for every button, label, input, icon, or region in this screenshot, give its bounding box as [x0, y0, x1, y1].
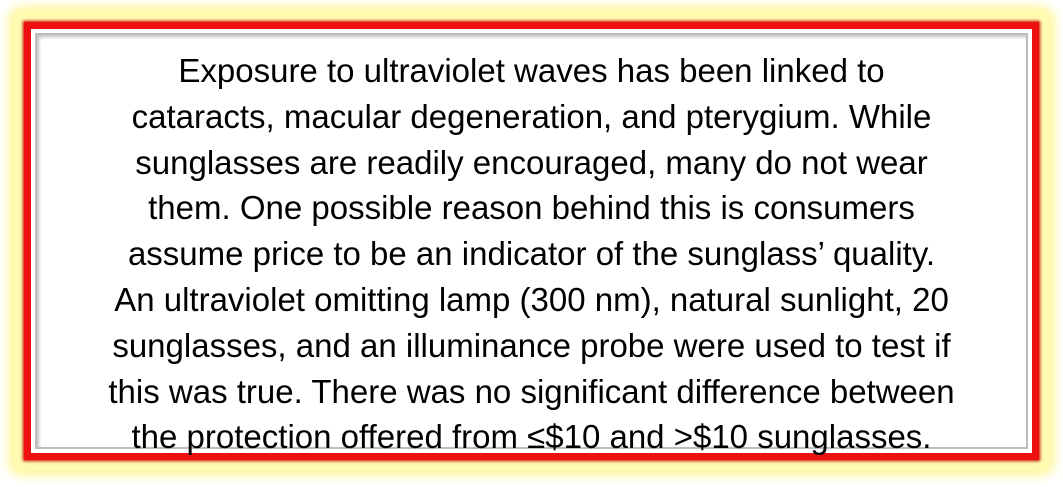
- text-line: assume price to be an indicator of the s…: [127, 235, 936, 273]
- abstract-text: Exposure to ultraviolet waves has been l…: [37, 48, 1026, 460]
- text-line: Exposure to ultraviolet waves has been l…: [178, 52, 885, 89]
- inner-frame: Exposure to ultraviolet waves has been l…: [35, 33, 1028, 455]
- text-line: the protection offered from ≤$10 and >$1…: [131, 418, 932, 456]
- abstract-box: Exposure to ultraviolet waves has been l…: [24, 22, 1039, 460]
- text-line: An ultraviolet omitting lamp (300 nm), n…: [114, 280, 949, 318]
- text-line: sunglasses are readily encouraged, many …: [135, 143, 928, 181]
- text-line: sunglasses, and an illuminance probe wer…: [112, 326, 951, 364]
- text-line: this was true. There was no significant …: [108, 372, 955, 410]
- text-line: cataracts, macular degeneration, and pte…: [131, 97, 932, 135]
- text-line: them. One possible reason behind this is…: [148, 189, 915, 227]
